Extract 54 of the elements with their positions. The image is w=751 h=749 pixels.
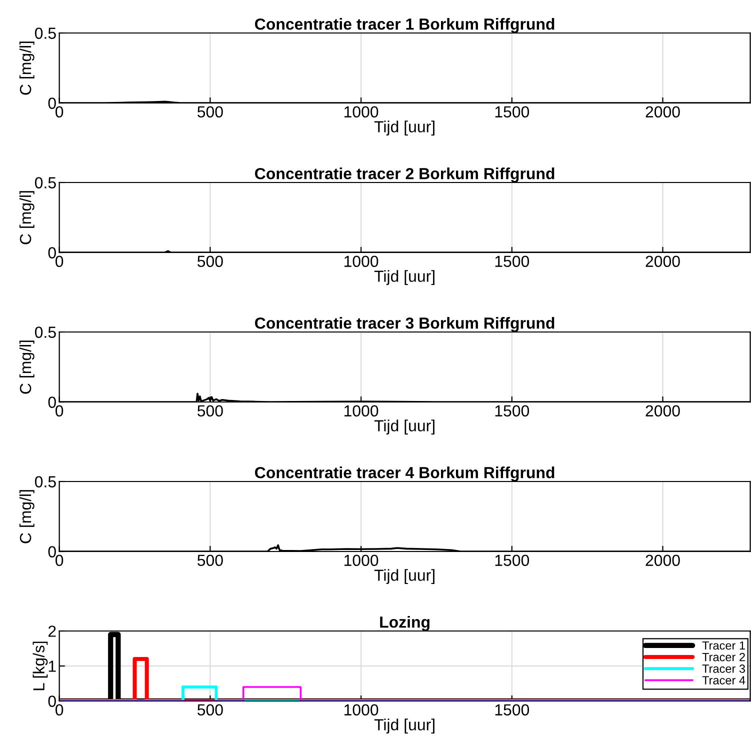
x-tick-label: 500	[198, 405, 223, 417]
y-tick-label: 0.5	[34, 326, 56, 338]
chart-title: Concentratie tracer 2 Borkum Riffgrund	[255, 168, 554, 182]
y-tick-label: 0.5	[34, 476, 56, 488]
legend-label: Tracer 2	[702, 652, 745, 662]
x-tick-label: 0	[56, 704, 64, 716]
y-axis-title: C [mg/l]	[19, 42, 34, 95]
x-tick-label: 0	[56, 554, 64, 566]
x-tick-label: 500	[198, 554, 223, 566]
x-tick-label: 0	[56, 256, 64, 268]
y-axis-title: C [mg/l]	[19, 340, 34, 394]
x-axis-title: Tijd [uur]	[374, 718, 434, 734]
chart-title: Concentratie tracer 4 Borkum Riffgrund	[255, 466, 554, 482]
x-tick-label: 1500	[495, 106, 530, 118]
y-tick-label: 0	[48, 396, 56, 408]
x-tick-label: 1000	[344, 554, 378, 566]
x-axis-title: Tijd [uur]	[374, 120, 434, 136]
chart-title: Concentratie tracer 3 Borkum Riffgrund	[255, 317, 554, 332]
x-tick-label: 500	[198, 256, 223, 268]
y-axis-title: C [mg/l]	[19, 490, 34, 544]
chart-title: Concentratie tracer 1 Borkum Riffgrund	[255, 18, 554, 33]
x-tick-label: 500	[198, 704, 223, 716]
legend-label: Tracer 3	[702, 664, 746, 673]
x-tick-label: 1000	[344, 405, 378, 417]
x-tick-label: 1500	[495, 256, 530, 268]
x-tick-label: 1000	[344, 106, 378, 118]
x-tick-label: 1000	[344, 704, 378, 716]
x-axis-title: Tijd [uur]	[374, 420, 434, 435]
x-tick-label: 0	[56, 405, 64, 417]
y-tick-label: 0	[48, 247, 56, 258]
legend-label: Tracer 1	[702, 641, 745, 650]
x-axis-title: Tijd [uur]	[374, 270, 434, 286]
x-tick-label: 0	[56, 106, 64, 118]
y-axis-title: L [kg/s]	[32, 642, 48, 690]
y-tick-label: 1	[48, 660, 56, 672]
x-tick-label: 1500	[495, 554, 530, 566]
y-tick-label: 2	[48, 626, 56, 637]
x-tick-label: 2000	[646, 405, 680, 417]
x-tick-label: 1500	[495, 405, 530, 417]
legend-label: Tracer 4	[702, 676, 746, 684]
y-tick-label: 0	[48, 696, 56, 707]
x-tick-label: 2000	[646, 256, 680, 268]
x-tick-label: 1500	[495, 704, 530, 716]
chart-title: Lozing	[380, 616, 430, 631]
y-tick-label: 0	[48, 546, 56, 558]
y-tick-label: 0.5	[34, 28, 56, 39]
y-axis-title: C [mg/l]	[19, 191, 34, 244]
x-tick-label: 2000	[646, 554, 680, 566]
x-tick-label: 2000	[646, 106, 680, 118]
x-axis-title: Tijd [uur]	[374, 569, 434, 584]
x-tick-label: 500	[198, 106, 223, 118]
x-tick-label: 1000	[344, 256, 378, 268]
y-tick-label: 0.5	[34, 177, 56, 188]
y-tick-label: 0	[48, 98, 56, 109]
